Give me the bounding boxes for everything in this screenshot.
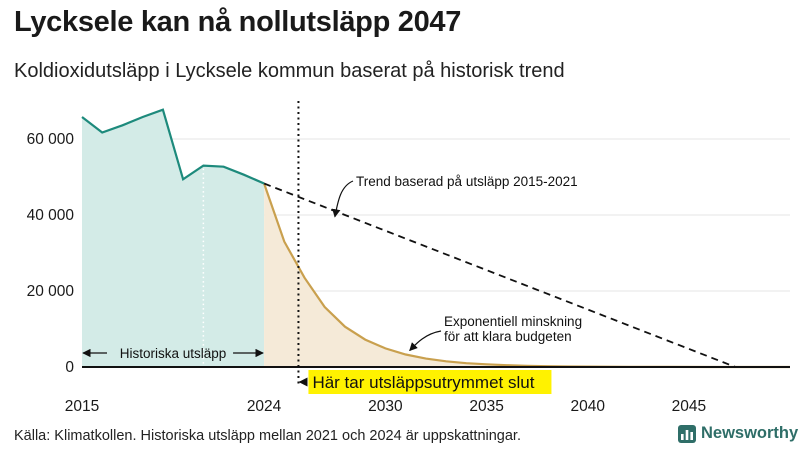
x-tick-label: 2040: [570, 398, 605, 415]
exponential-annotation-line: Exponentiell minskning: [444, 314, 582, 329]
area-fills: [82, 109, 790, 367]
chart-subtitle: Koldioxidutsläpp i Lycksele kommun baser…: [14, 60, 565, 82]
chart-title: Lycksele kan nå nollutsläpp 2047: [14, 6, 462, 38]
budget-label: Här tar utsläppsutrymmet slut: [312, 373, 534, 392]
y-tick-label: 20 000: [27, 283, 75, 300]
historical-area: [82, 109, 265, 367]
brand-name: Newsworthy: [701, 424, 799, 442]
budget-label-highlight: [308, 370, 552, 394]
historical-span-label: Historiska utsläpp: [120, 346, 227, 361]
x-tick-label: 2035: [469, 398, 503, 415]
exponential-annotation-line: för att klara budgeten: [444, 329, 572, 344]
y-tick-label: 40 000: [27, 207, 75, 224]
y-tick-label: 60 000: [27, 131, 75, 148]
trend-annotation: Trend baserad på utsläpp 2015-2021: [356, 174, 578, 189]
trend-annotation-arrow: [332, 180, 354, 218]
x-tick-label: 2030: [368, 398, 403, 415]
y-tick-label: 0: [65, 359, 74, 376]
x-tick-label: 2045: [672, 398, 706, 415]
exponential-annotation-arrow: [409, 330, 442, 352]
newsworthy-logo-icon: [678, 424, 696, 443]
historical-line: [81, 108, 265, 185]
annotations: Här tar utsläppsutrymmet slut Trend baser…: [82, 101, 582, 394]
source-note: Källa: Klimatkollen. Historiska utsläpp …: [14, 428, 521, 444]
x-tick-label: 2015: [65, 398, 99, 415]
axes: 0 20 000 40 000 60 000 2015 2024 2030 2035 2040 2…: [27, 131, 790, 415]
brand-logo: Newsworthy: [678, 424, 798, 443]
x-tick-label: 2024: [247, 398, 282, 415]
exponential-area: [264, 183, 790, 367]
